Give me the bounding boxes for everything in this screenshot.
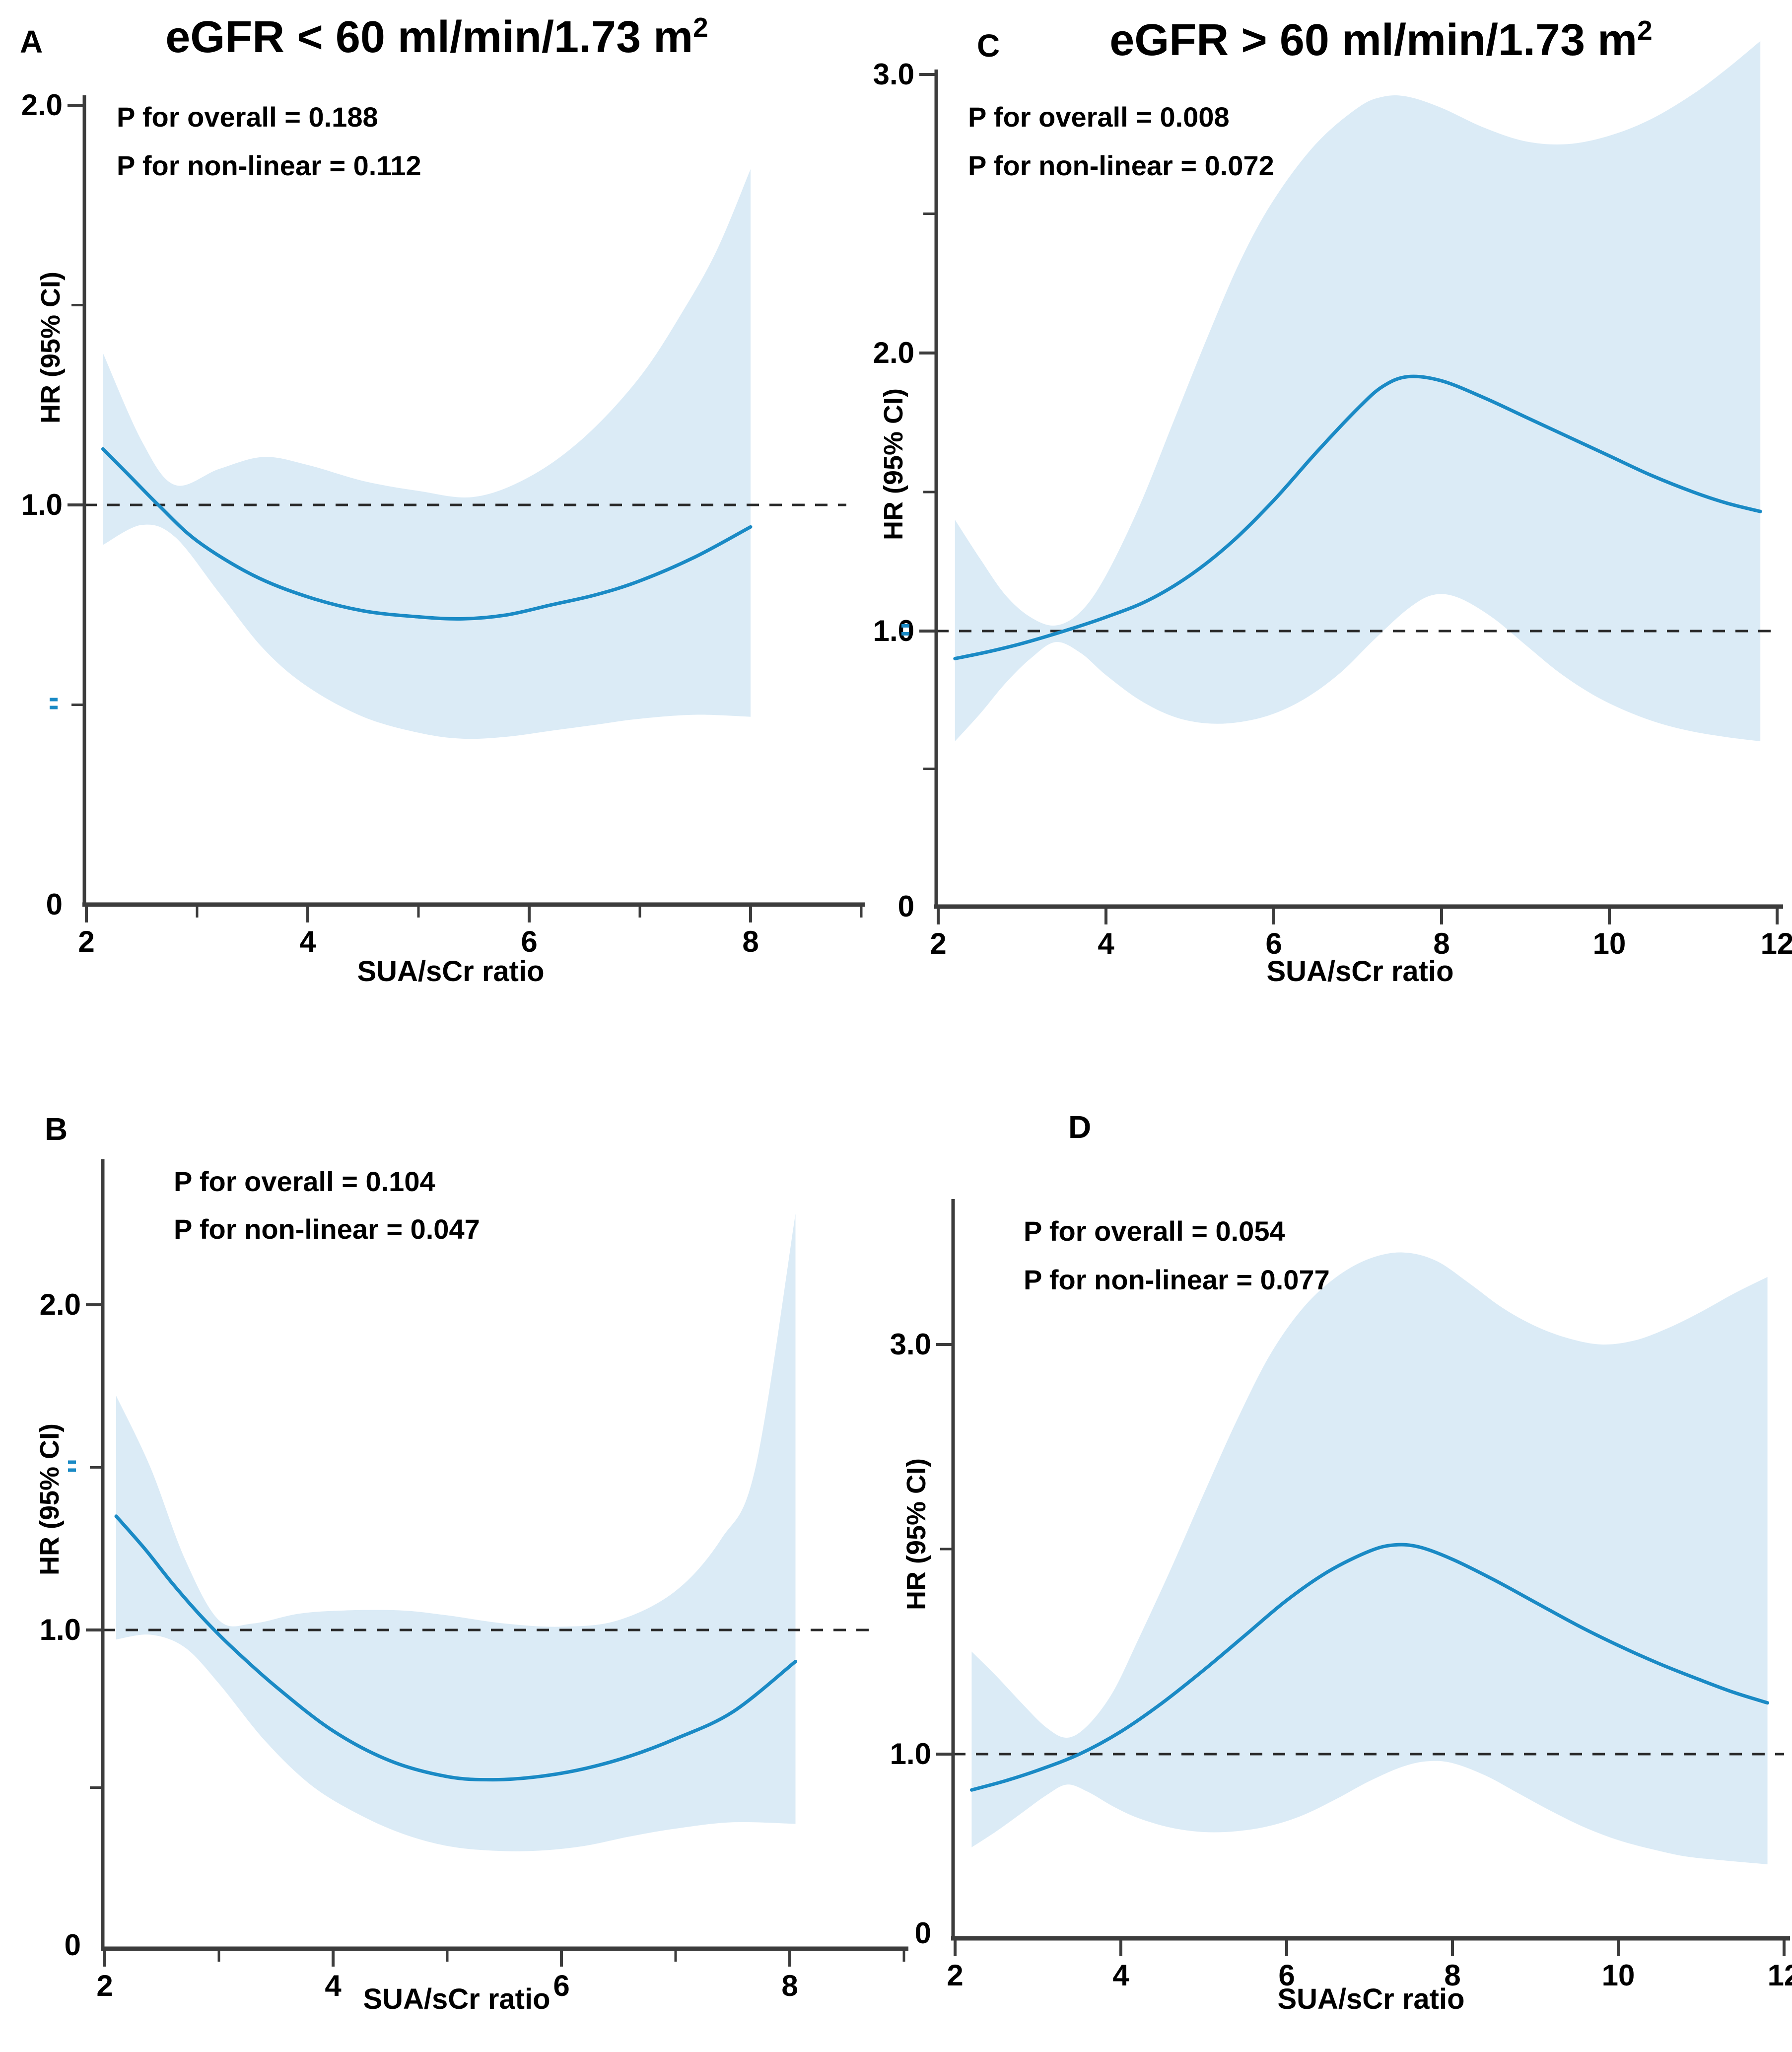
- y-axis-label-b: HR (95% CI): [35, 1423, 65, 1576]
- x-tick-label-c: 10: [1593, 927, 1626, 960]
- y-tick-label-a: 2.0: [21, 88, 63, 122]
- column-title-text: eGFR < 60 ml/min/1.73 m: [165, 12, 693, 62]
- panel-label-a: A: [20, 24, 43, 60]
- artifact-mark-b: [68, 1460, 76, 1464]
- panel-label-c: C: [977, 28, 1000, 64]
- x-tick-label-d: 6: [1278, 1959, 1295, 1992]
- x-tick-label-b: 2: [96, 1969, 113, 2002]
- p-nonlinear-b: P for non-linear = 0.047: [174, 1213, 480, 1245]
- x-tick-label-a: 8: [742, 925, 758, 958]
- x-tick-label-a: 2: [78, 925, 94, 958]
- ci-band-a: [103, 169, 751, 739]
- x-tick-label-c: 4: [1098, 927, 1114, 960]
- ci-band-c: [955, 41, 1761, 742]
- x-tick-label-a: 6: [521, 925, 537, 958]
- artifact-mark-c: [901, 632, 909, 636]
- p-overall-a: P for overall = 0.188: [117, 101, 378, 133]
- x-tick-label-b: 8: [781, 1969, 798, 2002]
- y-tick-label-c: 1.0: [873, 614, 914, 647]
- y-tick-label-b: 0: [65, 1928, 81, 1962]
- y-tick-label-c: 0: [898, 890, 914, 923]
- x-tick-label-d: 4: [1112, 1959, 1129, 1992]
- x-tick-label-c: 8: [1433, 927, 1449, 960]
- x-tick-label-d: 12: [1768, 1959, 1792, 1992]
- y-axis-label-c: HR (95% CI): [879, 388, 908, 541]
- x-tick-label-b: 4: [325, 1969, 342, 2002]
- y-tick-label-b: 2.0: [40, 1288, 81, 1321]
- x-axis-label-d: SUA/sCr ratio: [1277, 1983, 1465, 2015]
- panel-label-b: B: [45, 1111, 68, 1147]
- x-tick-label-c: 12: [1761, 927, 1792, 960]
- y-tick-label-d: 0: [915, 1916, 931, 1950]
- x-tick-label-d: 10: [1602, 1959, 1635, 1992]
- p-overall-d: P for overall = 0.054: [1024, 1215, 1285, 1247]
- x-tick-label-c: 2: [930, 927, 946, 960]
- hr-curve-d: [969, 1543, 1770, 1792]
- y-axis-label-d: HR (95% CI): [901, 1458, 931, 1611]
- ci-band-b: [116, 1213, 796, 1851]
- x-axis-label-c: SUA/sCr ratio: [1266, 955, 1454, 988]
- ci-band-d: [971, 1252, 1768, 1864]
- x-axis-label-a: SUA/sCr ratio: [357, 955, 545, 988]
- y-tick-label-d: 1.0: [890, 1737, 931, 1770]
- hr-curve-b: [114, 1514, 797, 1782]
- p-nonlinear-a: P for non-linear = 0.112: [117, 150, 421, 181]
- p-nonlinear-c: P for non-linear = 0.072: [968, 150, 1274, 181]
- x-tick-label-d: 8: [1444, 1959, 1460, 1992]
- hr-curve-a: [101, 447, 753, 621]
- artifact-mark-a: [50, 698, 58, 702]
- y-tick-label-c: 2.0: [873, 336, 914, 369]
- column-title-sup: 2: [1637, 15, 1653, 46]
- y-axis-label-a: HR (95% CI): [36, 271, 66, 424]
- x-tick-label-a: 4: [299, 925, 316, 958]
- x-tick-label-b: 6: [553, 1969, 569, 2002]
- y-tick-label-b: 1.0: [40, 1613, 81, 1646]
- y-tick-label-c: 3.0: [873, 58, 914, 91]
- x-tick-label-c: 6: [1265, 927, 1282, 960]
- column-title-sup: 2: [693, 12, 708, 43]
- panel-label-d: D: [1068, 1109, 1092, 1145]
- p-overall-b: P for overall = 0.104: [174, 1166, 435, 1197]
- x-axis-label-b: SUA/sCr ratio: [363, 1983, 551, 2015]
- hr-curve-c: [953, 374, 1762, 660]
- artifact-mark-b: [68, 1468, 76, 1472]
- column-title-egfr-lt-60: eGFR < 60 ml/min/1.73 m2: [165, 14, 708, 60]
- artifact-mark-c: [901, 624, 909, 628]
- x-tick-label-d: 2: [947, 1959, 963, 1992]
- y-tick-label-a: 0: [46, 888, 63, 921]
- y-tick-label-a: 1.0: [21, 488, 63, 521]
- column-title-text: eGFR > 60 ml/min/1.73 m: [1109, 15, 1638, 65]
- artifact-mark-a: [50, 706, 58, 709]
- y-tick-label-d: 3.0: [890, 1328, 931, 1361]
- p-nonlinear-d: P for non-linear = 0.077: [1024, 1264, 1330, 1295]
- p-overall-c: P for overall = 0.008: [968, 101, 1230, 133]
- column-title-egfr-gt-60: eGFR > 60 ml/min/1.73 m2: [1109, 17, 1653, 63]
